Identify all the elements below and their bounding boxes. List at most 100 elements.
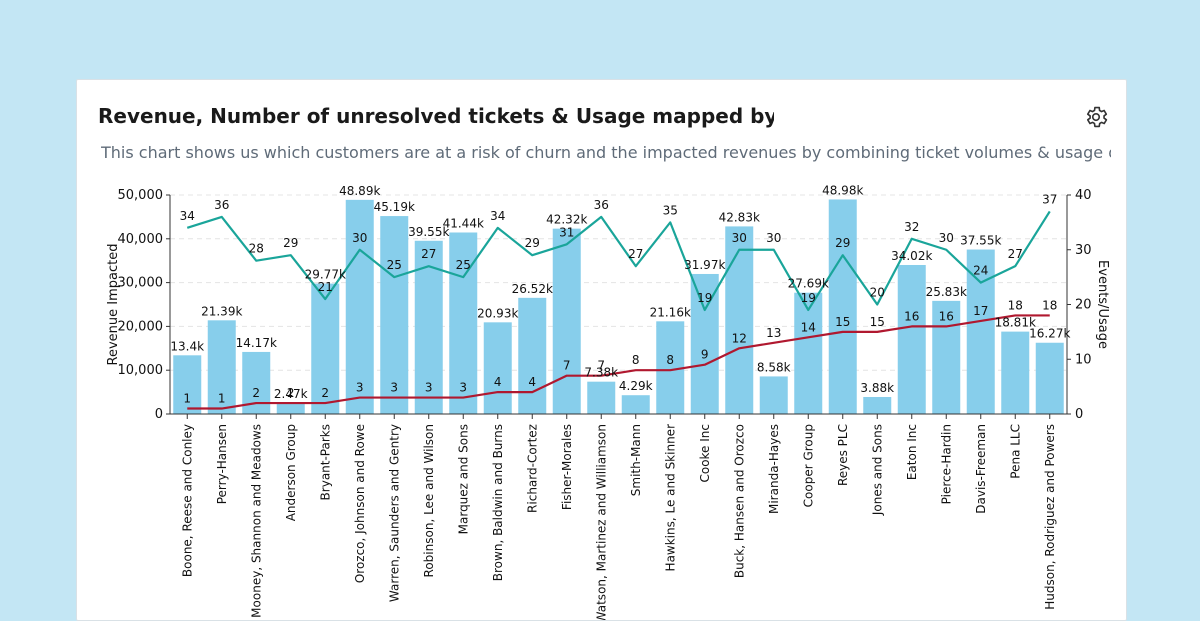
x-tick-label: Davis-Freeman — [974, 424, 988, 514]
usage-data-label: 34 — [490, 209, 505, 223]
bar-data-label: 8.58k — [757, 360, 791, 374]
bar — [621, 395, 650, 414]
x-tick-label: Marquez and Sons — [456, 424, 470, 534]
x-tick-label: Jones and Sons — [870, 424, 884, 516]
usage-data-label: 19 — [801, 291, 816, 305]
usage-data-label: 31 — [559, 225, 574, 239]
bar-data-label: 48.98k — [822, 183, 863, 197]
tickets-data-label: 15 — [870, 315, 885, 329]
bar-data-label: 29.77k — [305, 268, 346, 282]
tickets-data-label: 1 — [183, 392, 191, 406]
y2-tick-label: 30 — [1075, 243, 1092, 258]
bar-data-label: 3.88k — [860, 381, 894, 395]
bar — [518, 297, 547, 414]
usage-data-label: 27 — [421, 247, 436, 261]
tickets-data-label: 7 — [563, 359, 571, 373]
tickets-data-label: 4 — [528, 375, 536, 389]
x-tick-label: Perry-Hansen — [215, 424, 229, 504]
chart-title: Revenue, Number of unresolved tickets & … — [98, 104, 774, 128]
gear-icon[interactable] — [1083, 104, 1109, 130]
usage-data-label: 25 — [387, 258, 402, 272]
x-tick-label: Cooke Inc — [698, 424, 712, 483]
tickets-data-label: 1 — [218, 392, 226, 406]
bar — [897, 264, 926, 414]
y-tick-label: 30,000 — [118, 276, 164, 291]
bar-data-label: 25.83k — [926, 285, 967, 299]
usage-data-label: 30 — [352, 231, 367, 245]
x-tick-label: Pierce-Hardin — [939, 424, 953, 504]
usage-data-label: 30 — [939, 231, 954, 245]
bar — [1035, 342, 1064, 414]
x-tick-label: Brown, Baldwin and Burns — [491, 424, 505, 581]
usage-data-label: 37 — [1042, 192, 1057, 206]
bar — [483, 322, 512, 414]
bar — [380, 216, 409, 414]
bar — [759, 376, 788, 414]
bar-data-label: 27.69k — [788, 277, 829, 291]
bar-data-label: 4.29k — [619, 379, 653, 393]
chart-card: Revenue, Number of unresolved tickets & … — [76, 79, 1127, 621]
x-tick-label: Hudson, Rodriguez and Powers — [1043, 424, 1057, 610]
x-tick-label: Miranda-Hayes — [767, 424, 781, 514]
usage-data-label: 19 — [697, 291, 712, 305]
bar-data-label: 16.27k — [1029, 327, 1070, 341]
tickets-data-label: 13 — [766, 326, 781, 340]
bar-data-label: 41.44k — [443, 216, 484, 230]
usage-line — [186, 210, 1051, 312]
bar-data-label: 31.97k — [684, 258, 725, 272]
x-tick-label: Boone, Reese and Conley — [180, 424, 194, 577]
x-tick-label: Pena LLC — [1008, 424, 1022, 479]
tickets-data-label: 17 — [973, 304, 988, 318]
usage-data-label: 30 — [766, 231, 781, 245]
bar-data-label: 26.52k — [512, 282, 553, 296]
y2-tick-label: 0 — [1075, 407, 1083, 422]
x-tick-label: Warren, Saunders and Gentry — [387, 424, 401, 602]
x-tick-label: Cooper Group — [801, 424, 815, 507]
bar-data-label: 21.16k — [650, 305, 691, 319]
bar — [863, 397, 892, 414]
tickets-data-label: 8 — [632, 353, 640, 367]
y2-axis-title: Events/Usage — [1095, 260, 1110, 349]
combo-chart: 0 10,000 20,000 30,000 40,000 50,000 0 10 20 30 40… — [106, 183, 1110, 620]
tickets-data-label: 2 — [252, 386, 260, 400]
bar-data-label: 14.17k — [236, 336, 277, 350]
y2-tick-label: 10 — [1075, 352, 1092, 367]
usage-data-label: 25 — [456, 258, 471, 272]
usage-data-label: 27 — [628, 247, 643, 261]
tickets-data-label: 12 — [732, 331, 747, 345]
x-tick-label: Reyes PLC — [836, 424, 850, 486]
chart-subtitle: This chart shows us which customers are … — [101, 143, 1111, 162]
tickets-data-label: 15 — [835, 315, 850, 329]
y2-tick-label: 40 — [1075, 188, 1092, 203]
tickets-data-label: 2 — [287, 386, 295, 400]
x-tick-label: Watson, Martinez and Williamson — [594, 424, 608, 620]
y-tick-label: 0 — [155, 407, 163, 422]
bar — [725, 226, 754, 414]
tickets-data-label: 9 — [701, 348, 709, 362]
bar-data-label: 48.89k — [339, 184, 380, 198]
tickets-data-label: 8 — [666, 353, 674, 367]
x-tick-label: Bryant-Parks — [318, 424, 332, 500]
tickets-data-label: 18 — [1042, 298, 1057, 312]
x-tick-label: Eaton Inc — [905, 424, 919, 480]
tickets-data-label: 16 — [939, 309, 954, 323]
tickets-data-label: 18 — [1008, 298, 1023, 312]
tickets-data-label: 2 — [321, 386, 329, 400]
bar-data-label: 34.02k — [891, 249, 932, 263]
usage-data-label: 27 — [1008, 247, 1023, 261]
y2-tick-label: 20 — [1075, 298, 1092, 313]
y-tick-label: 40,000 — [118, 232, 164, 247]
bar — [690, 273, 719, 414]
bar — [587, 381, 616, 414]
tickets-data-label: 4 — [494, 375, 502, 389]
bar — [207, 320, 236, 414]
usage-data-label: 29 — [283, 236, 298, 250]
usage-data-label: 32 — [904, 220, 919, 234]
usage-data-label: 29 — [835, 236, 850, 250]
usage-data-label: 29 — [525, 236, 540, 250]
bar-data-label: 2.47k — [274, 387, 308, 401]
tickets-line — [187, 314, 1050, 410]
bar-data-label: 13.4k — [170, 339, 204, 353]
x-tick-label: Orozco, Johnson and Rowe — [353, 424, 367, 583]
tickets-data-label: 3 — [390, 381, 398, 395]
